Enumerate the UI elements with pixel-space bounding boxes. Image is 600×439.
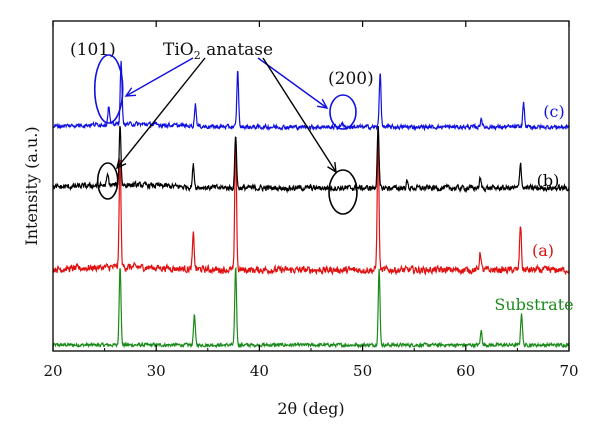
arrow-blue-200-head <box>317 98 329 109</box>
ellipse-101-b <box>96 162 119 200</box>
arrow-blue-101-head <box>124 87 137 97</box>
x-axis-title: 2θ (deg) <box>277 399 344 418</box>
arrow-black-101-head <box>115 158 127 170</box>
y-axis-title: Intensity (a.u.) <box>22 126 41 245</box>
ellipse-200-b <box>328 169 358 215</box>
x-tick-label-2: 40 <box>250 362 269 380</box>
series-line-2 <box>52 125 570 194</box>
arrow-blue-101 <box>125 57 194 97</box>
series-label-3: (c) <box>543 102 564 121</box>
arrow-black-200-head <box>327 161 337 174</box>
arrow-black-101 <box>116 57 206 169</box>
x-tick-label-5: 70 <box>559 362 578 380</box>
series-line-3 <box>52 60 570 132</box>
annotation-peak-200: (200) <box>328 69 374 89</box>
annotation-marks <box>93 54 358 215</box>
series-label-0: Substrate <box>494 295 573 314</box>
series-label-1: (a) <box>532 241 554 260</box>
annotation-tio2-anatase: TiO2 anatase <box>163 40 273 62</box>
x-ticks: 20 30 40 50 60 70 <box>43 21 579 380</box>
series-label-2: (b) <box>537 171 560 190</box>
x-tick-label-3: 50 <box>353 362 372 380</box>
annotation-tio2-rest: anatase <box>201 40 273 60</box>
annotation-peak-101: (101) <box>70 40 116 60</box>
annotation-tio2-sub: 2 <box>194 49 201 62</box>
x-tick-label-0: 20 <box>43 362 62 380</box>
ellipse-200-c <box>329 94 357 130</box>
ellipse-101-c <box>93 54 124 124</box>
x-tick-label-1: 30 <box>147 362 166 380</box>
arrow-blue-200 <box>257 57 328 109</box>
arrow-black-200 <box>262 57 337 173</box>
plot-area <box>52 60 570 349</box>
annotation-tio2-base: TiO <box>163 40 194 60</box>
series-line-1 <box>52 139 570 276</box>
x-tick-label-4: 60 <box>456 362 475 380</box>
series-labels: Substrate (a) (b) (c) <box>494 102 573 314</box>
series-line-0 <box>52 266 570 349</box>
